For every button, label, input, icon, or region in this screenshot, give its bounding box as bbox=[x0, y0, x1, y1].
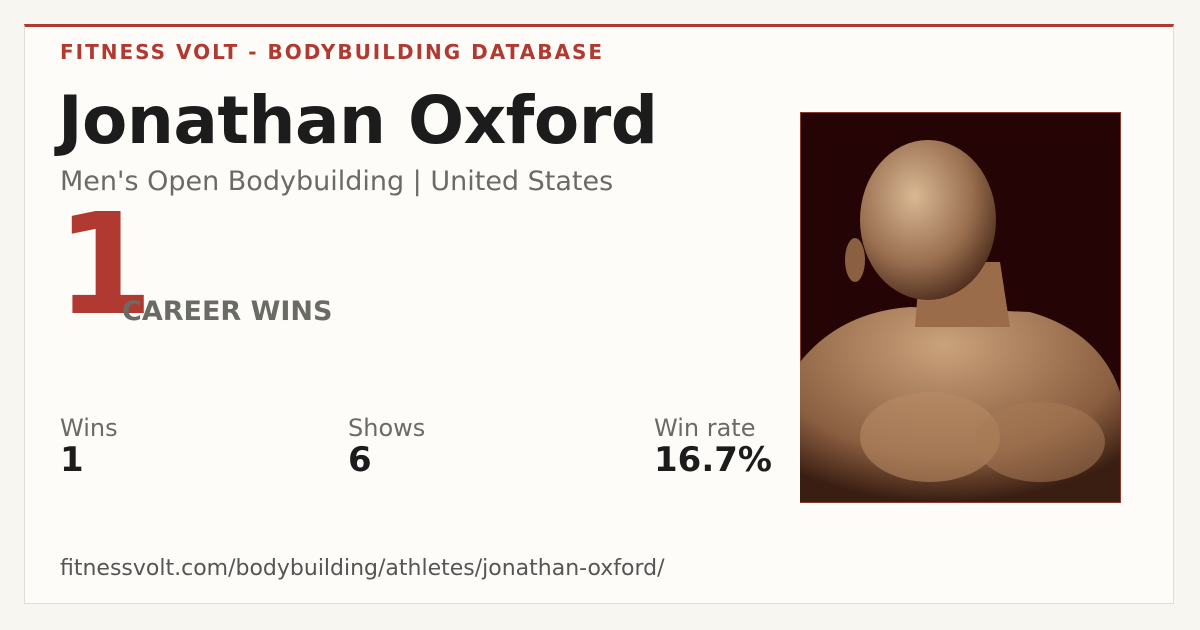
brand: FITNESS VOLT - BODYBUILDING DATABASE bbox=[60, 40, 605, 64]
stat-value: 16.7% bbox=[654, 440, 772, 480]
stat-label: Wins bbox=[60, 414, 118, 442]
stat-label: Shows bbox=[348, 414, 426, 442]
athlete-photo bbox=[800, 112, 1121, 503]
athlete-name: Jonathan Oxford bbox=[58, 82, 658, 159]
headline-value: 1 bbox=[56, 184, 154, 347]
headline-label: CAREER WINS bbox=[122, 296, 333, 327]
stat-value: 6 bbox=[348, 440, 372, 480]
profile-url: fitnessvolt.com/bodybuilding/athletes/jo… bbox=[60, 556, 665, 581]
athlete-subtitle: Men's Open Bodybuilding | United States bbox=[60, 166, 614, 197]
stat-label: Win rate bbox=[654, 414, 756, 442]
stat-value: 1 bbox=[60, 440, 84, 480]
